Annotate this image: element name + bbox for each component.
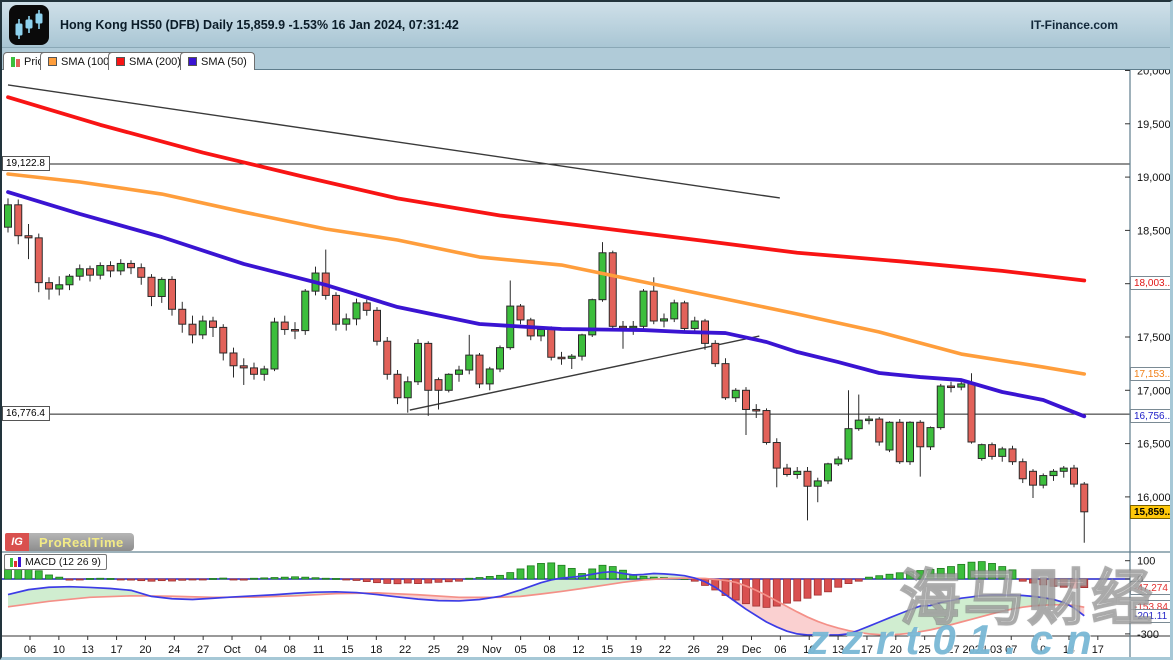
svg-text:26: 26 xyxy=(688,644,700,656)
svg-text:10: 10 xyxy=(803,644,815,656)
svg-text:19,500: 19,500 xyxy=(1137,119,1171,131)
svg-text:20: 20 xyxy=(139,644,151,656)
svg-text:13: 13 xyxy=(82,644,94,656)
svg-text:100: 100 xyxy=(1137,556,1155,568)
svg-text:Nov: Nov xyxy=(482,644,502,656)
svg-text:18,500: 18,500 xyxy=(1137,225,1171,237)
svg-text:10: 10 xyxy=(53,644,65,656)
svg-text:29: 29 xyxy=(717,644,729,656)
legend-label: SMA (100) xyxy=(61,55,113,68)
svg-text:06: 06 xyxy=(24,644,36,656)
svg-text:19: 19 xyxy=(630,644,642,656)
svg-text:22: 22 xyxy=(659,644,671,656)
level-badge-19122: 19,122.8 xyxy=(2,156,50,171)
sma200-value-badge: 18,003.. xyxy=(1130,276,1170,290)
svg-text:25: 25 xyxy=(428,644,440,656)
macd-indicator-tab[interactable]: MACD (12 26 9) xyxy=(4,554,107,570)
sma200-swatch-icon xyxy=(116,57,125,66)
svg-text:12: 12 xyxy=(572,644,584,656)
price-icon xyxy=(11,56,20,67)
provider-brand: IT-Finance.com xyxy=(1030,18,1118,32)
svg-text:25: 25 xyxy=(919,644,931,656)
svg-text:19,000: 19,000 xyxy=(1137,172,1171,184)
svg-text:05: 05 xyxy=(514,644,526,656)
macd-icon xyxy=(10,557,21,567)
legend-label: SMA (50) xyxy=(201,55,247,68)
chart-title: Hong Kong HS50 (DFB) Daily 15,859.9 -1.5… xyxy=(60,18,459,32)
svg-text:Oct: Oct xyxy=(223,644,240,656)
svg-text:06: 06 xyxy=(774,644,786,656)
svg-text:16,000: 16,000 xyxy=(1137,492,1171,504)
svg-text:29: 29 xyxy=(457,644,469,656)
svg-text:17: 17 xyxy=(861,644,873,656)
svg-text:27: 27 xyxy=(947,644,959,656)
svg-text:17: 17 xyxy=(110,644,122,656)
sma100-value-badge: 17,153.. xyxy=(1130,367,1170,381)
legend-tab-sma100[interactable]: SMA (100) xyxy=(40,52,121,70)
prorealtime-label: ProRealTime xyxy=(29,533,134,551)
app-logo-candlestick-icon xyxy=(9,5,49,45)
svg-text:24: 24 xyxy=(168,644,180,656)
sma50-value-badge: 16,756.. xyxy=(1130,409,1170,423)
header-bar: Hong Kong HS50 (DFB) Daily 15,859.9 -1.5… xyxy=(2,2,1170,48)
svg-text:18: 18 xyxy=(370,644,382,656)
svg-text:15: 15 xyxy=(341,644,353,656)
svg-text:-300: -300 xyxy=(1137,629,1159,641)
macd-line-badge: -201.11 xyxy=(1130,609,1170,623)
svg-text:04: 04 xyxy=(255,644,267,656)
svg-text:15: 15 xyxy=(601,644,613,656)
svg-text:22: 22 xyxy=(399,644,411,656)
svg-text:16,500: 16,500 xyxy=(1137,439,1171,451)
svg-text:17: 17 xyxy=(1092,644,1104,656)
svg-text:27: 27 xyxy=(197,644,209,656)
svg-text:Dec: Dec xyxy=(742,644,762,656)
svg-text:20: 20 xyxy=(890,644,902,656)
last-price-badge: 15,859.. xyxy=(1130,505,1170,519)
legend-tab-sma200[interactable]: SMA (200) xyxy=(108,52,189,70)
svg-text:0: 0 xyxy=(1137,574,1143,586)
legend-label: SMA (200) xyxy=(129,55,181,68)
legend-strip: Price SMA (100) SMA (200) SMA (50) xyxy=(2,48,1170,70)
svg-text:17,000: 17,000 xyxy=(1137,385,1171,397)
svg-text:14: 14 xyxy=(1063,644,1075,656)
level-badge-16776: 16,776.4 xyxy=(2,406,50,421)
ig-logo: IG xyxy=(5,533,29,551)
sma100-swatch-icon xyxy=(48,57,57,66)
sma50-swatch-icon xyxy=(188,57,197,66)
svg-text:11: 11 xyxy=(313,644,324,656)
legend-tab-sma50[interactable]: SMA (50) xyxy=(180,52,255,70)
svg-text:07: 07 xyxy=(1005,644,1017,656)
svg-text:10: 10 xyxy=(1034,644,1046,656)
svg-text:2024 03: 2024 03 xyxy=(962,644,1002,656)
svg-text:17,500: 17,500 xyxy=(1137,332,1171,344)
svg-text:13: 13 xyxy=(832,644,844,656)
prorealtime-logo: IG ProRealTime xyxy=(5,533,134,551)
macd-histogram-badge: -47.274 xyxy=(1130,581,1170,595)
macd-label: MACD (12 26 9) xyxy=(25,556,101,568)
svg-text:08: 08 xyxy=(543,644,555,656)
svg-text:08: 08 xyxy=(284,644,296,656)
